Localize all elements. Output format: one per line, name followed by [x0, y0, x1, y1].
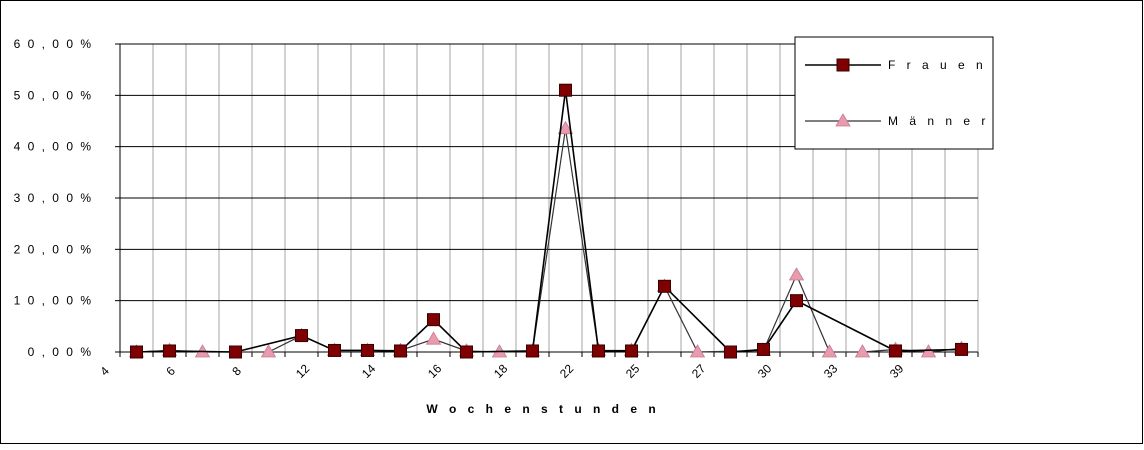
frauen-point	[889, 344, 902, 358]
frauen-point	[790, 294, 803, 308]
legend-label-maenner: M ä n n e r	[888, 114, 989, 128]
series-layer	[128, 83, 970, 359]
maenner-point	[854, 344, 871, 358]
legend-label-frauen: F r a u e n	[888, 58, 987, 72]
frauen-point	[328, 343, 341, 357]
frauen-point	[229, 345, 242, 359]
series-frauen	[130, 83, 968, 359]
x-axis-label: W o c h e n s t u n d e n	[426, 402, 659, 416]
y-tick-label: 3 0 , 0 0 %	[14, 191, 93, 205]
y-tick-label: 0 , 0 0 %	[28, 345, 93, 359]
y-tick-label: 2 0 , 0 0 %	[14, 242, 93, 256]
frauen-point	[526, 344, 539, 358]
maenner-point	[821, 344, 838, 358]
maenner-point	[835, 113, 851, 127]
frauen-point	[724, 345, 737, 359]
maenner-point	[557, 120, 574, 135]
frauen-point	[592, 344, 605, 358]
maenner-point	[689, 344, 706, 358]
frauen-point	[658, 279, 671, 293]
frauen-point	[757, 342, 770, 356]
y-tick-labels: 0 , 0 0 % 1 0 , 0 0 % 2 0 , 0 0 % 3 0 , 0 0…	[14, 37, 93, 359]
frauen-point	[163, 344, 176, 358]
frauen-point	[361, 343, 374, 357]
frauen-point	[559, 83, 572, 97]
frauen-point	[295, 329, 308, 343]
maenner-point	[425, 331, 442, 345]
y-tick-label: 5 0 , 0 0 %	[14, 88, 93, 102]
frauen-point	[394, 344, 407, 358]
frauen-point	[625, 344, 638, 358]
frauen-point	[836, 58, 850, 72]
y-tick-label: 6 0 , 0 0 %	[14, 37, 93, 51]
maenner-point	[788, 267, 805, 281]
frauen-point	[460, 345, 473, 359]
frauen-point	[427, 313, 440, 327]
frauen-point	[130, 345, 143, 359]
maenner-point	[260, 344, 277, 358]
y-tick-label: 4 0 , 0 0 %	[14, 140, 93, 154]
frauen-point	[955, 342, 968, 356]
legend: F r a u e n M ä n n e r	[794, 36, 994, 150]
y-tick-label: 1 0 , 0 0 %	[14, 294, 93, 308]
legend-box	[794, 36, 994, 150]
